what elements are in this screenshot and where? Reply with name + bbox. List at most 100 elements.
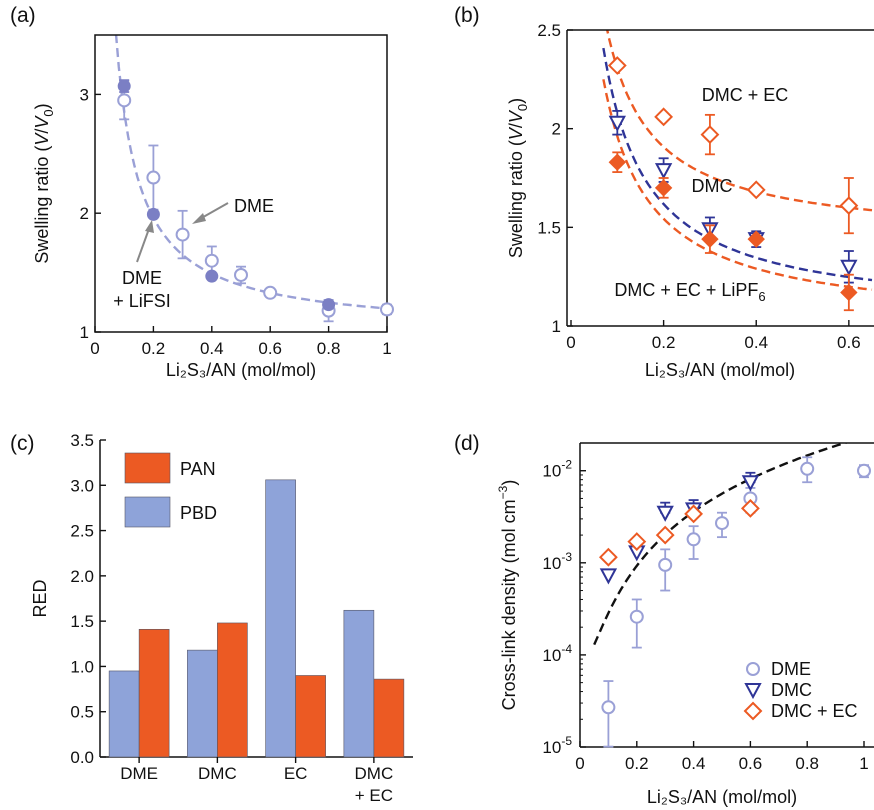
y-axis-label-end: ) [32,103,52,109]
y-axis-label-sup: −3 [496,485,510,499]
arrowhead [192,213,206,224]
data-point [840,259,858,276]
legend: PAN PBD [124,452,217,528]
data-point [654,163,673,180]
series-dmc-ec [598,498,760,567]
data-point [800,461,815,476]
data-point [655,525,675,545]
x-axis-label: Li₂S₃/AN (mol/mol) [645,360,795,380]
x-tick-label: 0.4 [200,339,224,358]
y-axis-label: Swelling ratio (V/V0) [506,98,530,258]
arrowhead [145,220,154,233]
y-tick-label: 1 [80,323,89,342]
data-point [654,107,674,127]
y-axis-label-sub: 0 [515,104,530,111]
y-tick-label: 2.5 [70,522,94,541]
x-tick-label: EC [284,764,308,783]
data-point [654,179,673,197]
data-point [204,253,219,268]
y-tick-label: 1.0 [70,657,94,676]
y-tick-base: 10 [542,738,561,757]
data-point [656,505,674,522]
y-axis-label-end: ) [499,480,519,486]
y-axis-label-var: V [506,126,526,140]
bar-pan [373,678,405,758]
data-point [684,504,704,524]
legend-marker-dmc-ec [743,701,763,721]
annotation-dme-lifsi: DME [122,268,162,288]
data-point [146,207,160,221]
series-dmc-ec-lipf6 [608,151,858,312]
x-tick-label: 1 [382,339,391,358]
data-point [740,498,760,518]
data-point [263,285,278,300]
y-axis-label: Cross-link density (mol cm−3) [496,480,519,711]
fit-curve-dmc-ec [605,30,873,212]
x-tick-label: 0.4 [682,754,706,773]
x-tick-label: 0 [566,333,575,352]
legend-label-pbd: PBD [180,503,217,523]
data-point [686,532,701,547]
annotations: DME DME + LiFSI [113,196,274,311]
data-point [701,230,719,248]
fit-curve-dmc [602,47,873,282]
series-dmc [599,471,760,585]
x-tick-label: 0.8 [317,339,341,358]
data-point [146,170,161,185]
y-tick-label: 3 [80,85,89,104]
fit-curve [114,35,387,310]
series-dmc-ec [607,56,859,235]
bar-pbd [343,609,375,758]
data-point [234,267,248,282]
data-point [715,516,729,531]
data-point [601,700,616,715]
series-dmc [608,110,858,284]
y-tick-base: 10 [542,554,561,573]
panel-c: (c) 0.0 0.5 1.0 1.5 2.0 2.5 3.0 3.5 RED DME DMC EC DM… [10,431,413,805]
data-point [117,93,132,108]
y-axis-label-var0: V [506,109,526,123]
x-tick-label: 0.2 [652,333,676,352]
data-point [599,568,618,585]
data-point [658,557,673,572]
y-axis-label-sub: 0 [41,109,56,116]
bar-pbd [265,479,296,758]
annotation-dmc-ec-lipf6: DMC + EC + LiPF6 [614,280,765,304]
x-axis-label: Li₂S₃/AN (mol/mol) [166,360,316,380]
y-tick-label: 10-3 [542,550,572,573]
y-tick-label: 1 [552,317,561,336]
x-tick-label: DMC [355,764,394,783]
legend-label-pan: PAN [180,459,216,479]
y-tick-exp: -5 [561,734,572,748]
data-point [607,56,627,75]
y-tick-label: 0.5 [70,703,94,722]
x-tick-label: 0.2 [625,754,649,773]
plot-frame [94,34,388,333]
bar-pan [295,675,326,758]
y-axis-label-sep: / [506,123,526,128]
legend-swatch-pan [124,452,171,484]
y-axis-label-sep: / [32,129,52,134]
series-dme [601,456,871,748]
y-tick-label: 3.0 [70,476,94,495]
y-tick-label: 10-5 [542,734,572,757]
panel-label: (d) [454,432,480,455]
legend-label: DME [771,659,811,679]
x-tick-label: 0.6 [258,339,282,358]
y-tick-exp: -3 [561,550,572,564]
legend-marker-dmc [744,683,762,700]
data-point [322,298,336,312]
y-tick-label: 2.5 [537,21,561,40]
x-tick-label: 1 [859,754,868,773]
y-tick-label: 1.5 [70,612,94,631]
y-tick-base: 10 [542,646,561,665]
x-tick-label: 0.4 [744,333,768,352]
y-tick-exp: -2 [561,458,572,472]
bar-pan [217,622,248,758]
legend-swatch-pbd [124,496,171,528]
legend-label: DMC [771,680,812,700]
bar-pbd [187,649,218,758]
data-point [746,180,766,200]
